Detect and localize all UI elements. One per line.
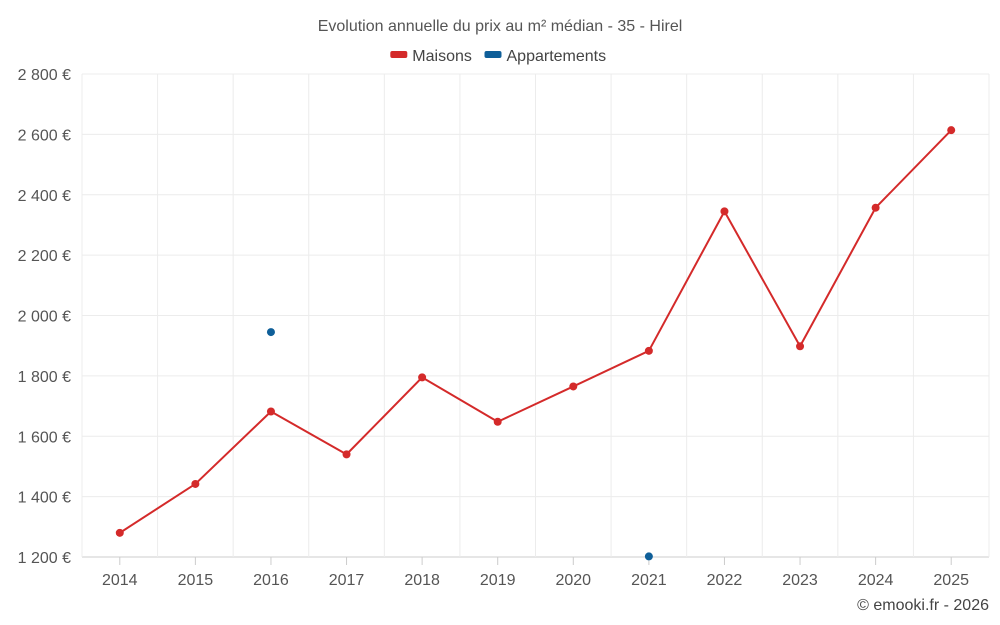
x-tick-label: 2023 <box>782 572 818 589</box>
chart-credit: © emooki.fr - 2026 <box>857 597 989 614</box>
data-point-maisons[interactable] <box>191 479 200 488</box>
x-tick-label: 2016 <box>253 572 289 589</box>
data-point-appartements[interactable] <box>266 328 275 337</box>
chart-legend: Maisons Appartements <box>390 48 606 65</box>
series-line-maisons <box>119 129 952 534</box>
legend-item-maisons[interactable]: Maisons <box>390 48 472 65</box>
data-point-maisons[interactable] <box>871 203 880 212</box>
y-tick-label: 2 200 € <box>18 248 71 265</box>
legend-swatch-maisons <box>390 51 408 58</box>
data-point-maisons[interactable] <box>720 207 729 216</box>
legend-label-maisons: Maisons <box>412 48 472 65</box>
y-tick-label: 1 600 € <box>18 429 71 446</box>
data-point-maisons[interactable] <box>266 407 275 416</box>
data-point-appartements[interactable] <box>644 552 653 561</box>
y-tick-label: 2 600 € <box>18 127 71 144</box>
y-tick-label: 2 800 € <box>18 67 71 84</box>
data-point-maisons[interactable] <box>569 382 578 391</box>
data-point-maisons[interactable] <box>947 126 956 135</box>
legend-swatch-appartements <box>484 51 502 58</box>
chart-title: Evolution annuelle du prix au m² médian … <box>318 18 683 35</box>
data-point-maisons[interactable] <box>418 373 427 382</box>
y-tick-label: 2 000 € <box>18 309 71 326</box>
x-tick-label: 2021 <box>631 572 667 589</box>
y-tick-label: 1 400 € <box>18 490 71 507</box>
y-tick-label: 2 400 € <box>18 188 71 205</box>
y-tick-label: 1 200 € <box>18 550 71 567</box>
x-tick-label: 2015 <box>178 572 214 589</box>
legend-label-appartements: Appartements <box>507 48 607 65</box>
series-layer <box>115 126 956 561</box>
x-tick-label: 2024 <box>858 572 894 589</box>
data-point-maisons[interactable] <box>796 342 805 351</box>
y-tick-label: 1 800 € <box>18 369 71 386</box>
x-tick-label: 2025 <box>933 572 969 589</box>
x-tick-label: 2019 <box>480 572 516 589</box>
x-tick-label: 2020 <box>555 572 591 589</box>
x-tick-label: 2014 <box>102 572 138 589</box>
data-point-maisons[interactable] <box>644 346 653 355</box>
x-tick-label: 2018 <box>404 572 440 589</box>
data-point-maisons[interactable] <box>115 528 124 537</box>
chart-grid <box>81 73 990 558</box>
data-point-maisons[interactable] <box>493 417 502 426</box>
x-tick-label: 2017 <box>329 572 365 589</box>
x-tick-label: 2022 <box>707 572 743 589</box>
legend-item-appartements[interactable]: Appartements <box>484 48 607 65</box>
x-axis: 2014 2015 2016 2017 2018 2019 2020 2021 2022 2023… <box>102 557 969 589</box>
y-axis: 1 200 € 1 400 € 1 600 € 1 800 € 2 000 € 2 200… <box>18 67 71 567</box>
data-point-maisons[interactable] <box>342 450 351 459</box>
